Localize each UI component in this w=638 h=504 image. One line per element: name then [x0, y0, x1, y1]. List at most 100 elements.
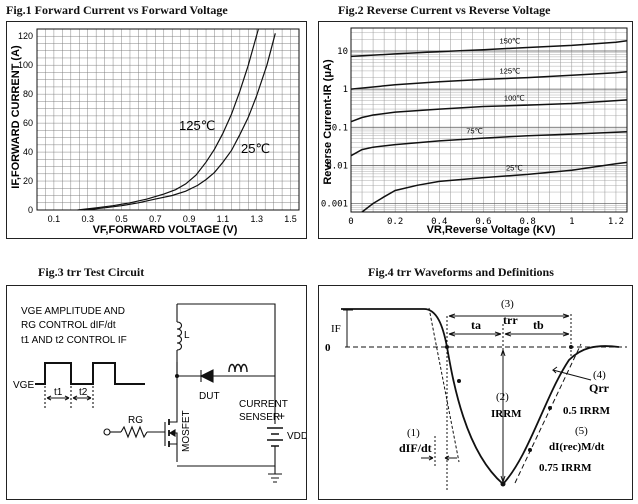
node-dot — [175, 374, 179, 378]
fig2-series-label-3: 75℃ — [466, 127, 483, 136]
fig3-vge-amplitude: VGE AMPLITUDE AND — [21, 306, 125, 317]
fig3-mosfet-label: MOSFET — [181, 410, 192, 452]
fig1-grid — [36, 28, 300, 211]
if-marker — [343, 309, 353, 347]
fig3-circuit: VGE AMPLITUDE AND RG CONTROL dIF/dt t1 A… — [13, 303, 308, 483]
fig1-chart: 0.1 0.3 0.5 0.7 0.9 1.1 1.3 1.5020406080100120 … — [10, 28, 300, 236]
fig3-panel: VGE AMPLITUDE AND RG CONTROL dIF/dt t1 A… — [6, 285, 308, 500]
fig2-series-line-0 — [350, 40, 628, 58]
fig4-n4-label: (4) — [593, 369, 606, 381]
fig3-title: Fig.3 trr Test Circuit — [38, 265, 145, 279]
fig1-ytick-label: 120 — [18, 31, 33, 41]
fig2-panel: 0 0.2 0.4 0.6 0.8 1 1.2 0.001 0.01 0.1 1 10 150℃ 125… — [318, 21, 633, 239]
difdt-arrows — [421, 455, 457, 461]
ground-symbol — [268, 466, 282, 483]
end-point — [569, 345, 573, 349]
fig1-xtick-label: 0.5 — [115, 214, 128, 224]
fig4-panel: IF 0 (3) trr ta tb (2) IRRM (4) Qrr 0.5 … — [318, 285, 633, 500]
fig1-ytick-label: 40 — [23, 147, 33, 157]
fig2-series-line-3 — [350, 131, 628, 157]
qrr-arrow — [551, 366, 592, 381]
fig1-ytick-label: 100 — [18, 60, 33, 70]
fig2-ytick-label: 10 — [337, 47, 348, 57]
fig4-q-irrm-label: 0.75 IRRM — [539, 462, 592, 474]
fig2-xtick-label: 1.2 — [608, 217, 624, 227]
fig4-ta-label: ta — [471, 318, 481, 332]
fig1-panel: 0.1 0.3 0.5 0.7 0.9 1.1 1.3 1.5 0 20 40 60 80 100 120 … — [6, 21, 307, 239]
fig4-dirrec-label: dI(rec)M/dt — [549, 441, 605, 453]
fig2-ytick-label: 1 — [343, 85, 348, 95]
fig4-irrm-label: IRRM — [491, 408, 522, 420]
fig2-xtick-label: 0.2 — [387, 217, 403, 227]
ta-point — [445, 345, 449, 349]
fig1-series-label-125: 125℃ — [179, 118, 215, 133]
fig2-series-line-1 — [350, 71, 628, 90]
fig2-xtick-label: 0.4 — [431, 217, 447, 227]
fig1-series-label-25: 25℃ — [241, 141, 270, 156]
ta-arrow — [448, 331, 502, 337]
fig2-series-line-4 — [361, 161, 628, 213]
fig2-grid — [350, 27, 628, 213]
fig2-xtick-label: 0.6 — [475, 217, 491, 227]
irrm-arrow — [500, 349, 506, 483]
fig4-title: Fig.4 trr Waveforms and Definitions — [368, 265, 554, 279]
fig4-n1-label: (1) — [407, 427, 420, 439]
fig4-waveform: IF 0 (3) trr ta tb (2) IRRM (4) Qrr 0.5 … — [325, 298, 627, 491]
fig1-ytick-label: 60 — [23, 118, 33, 128]
node-wire — [176, 362, 201, 377]
fig4-if-label: IF — [331, 323, 341, 335]
fig2-series-line-2 — [350, 99, 628, 123]
fig3-rg-control: RG CONTROL dIF/dt — [21, 320, 116, 331]
fig2-chart: 0 0.2 0.4 0.6 0.8 1 1.2 0.001 0.01 0.1 1 10 150℃ 125… — [321, 27, 628, 236]
fig2-xlabel: VR,Reverse Voltage (KV) — [427, 224, 556, 236]
fig2-series-label-2: 100℃ — [504, 94, 525, 103]
fig4-n3-label: (3) — [501, 298, 514, 310]
recovery-waveform — [341, 308, 620, 486]
fig1-plot-frame — [36, 28, 300, 211]
fig1-xtick-label: 0.3 — [81, 214, 94, 224]
fig1-ylabel: IF,FORWARD CURRENT (A) — [10, 45, 22, 189]
fig3-rg-label: RG — [128, 415, 143, 426]
fig1-xtick-label: 0.9 — [183, 214, 196, 224]
fig1-xtick-label: 0.1 — [48, 214, 61, 224]
fig1-title: Fig.1 Forward Current vs Forward Voltage — [6, 3, 228, 17]
fig4-difdt-label: dIF/dt — [399, 441, 432, 455]
fig4-half-irrm-label: 0.5 IRRM — [563, 405, 611, 417]
vge-pulse — [35, 362, 145, 385]
fig3-t2-label: t2 — [79, 387, 88, 398]
fig2-xtick-label: 1 — [569, 217, 574, 227]
fig3-dut-label: DUT — [199, 391, 220, 402]
fig2-xtick-label: 0.8 — [520, 217, 536, 227]
recovery-slope — [514, 343, 582, 484]
fig2-ytick-label: 0.001 — [321, 200, 348, 210]
mid-fall-point — [457, 379, 461, 383]
top-wire — [177, 303, 276, 424]
inductor-L — [176, 321, 183, 351]
q-irrm-point — [528, 448, 532, 452]
fig3-senser-label: SENSER — [239, 412, 280, 423]
fig4-zero-label: 0 — [325, 342, 331, 354]
fig2-title: Fig.2 Reverse Current vs Reverse Voltage — [338, 3, 551, 17]
fig3-t1t2-control: t1 AND t2 CONTROL IF — [21, 335, 127, 346]
fig1-xtick-label: 1.5 — [284, 214, 297, 224]
rg-resistor — [120, 425, 148, 439]
fig4-n5-label: (5) — [575, 425, 588, 437]
peak-point — [500, 481, 506, 487]
fig1-ytick-label: 0 — [28, 205, 33, 215]
fig2-ytick-label: 0.1 — [332, 123, 348, 133]
fig1-xtick-label: 0.7 — [149, 214, 162, 224]
fig1-ytick-label: 20 — [23, 176, 33, 186]
fig2-xtick-label: 0 — [348, 217, 353, 227]
fig1-series-line-1 — [84, 33, 276, 211]
half-irrm-point — [548, 406, 552, 410]
battery — [267, 427, 283, 447]
fig3-t1-label: t1 — [54, 387, 63, 398]
current-sensor — [228, 363, 248, 373]
fig2-series-label-0: 150℃ — [500, 36, 521, 45]
tb-arrow — [504, 331, 570, 337]
fig2-ylabel: Reverse Current-IR (μA) — [322, 59, 334, 185]
fig3-vge-label: VGE — [13, 380, 34, 391]
fig3-plus-label: + — [278, 409, 285, 423]
rg-input-terminal — [103, 428, 111, 436]
fig4-tb-label: tb — [533, 318, 544, 332]
